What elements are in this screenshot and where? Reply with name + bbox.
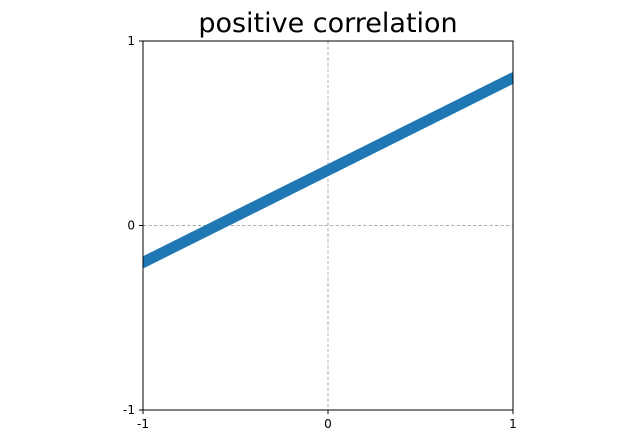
grid-lines — [143, 41, 513, 410]
plot-area: -1 0 1 -1 0 1 — [123, 34, 517, 431]
axis-ticks: -1 0 1 -1 0 1 — [123, 34, 517, 431]
y-tick-label: -1 — [123, 403, 135, 417]
x-tick-label: -1 — [137, 417, 149, 431]
chart-title: positive correlation — [198, 8, 457, 39]
x-tick-label: 1 — [509, 417, 517, 431]
y-tick-label: 0 — [127, 219, 135, 233]
x-tick-label: 0 — [324, 417, 332, 431]
data-series — [143, 72, 513, 268]
series-line-0 — [143, 72, 513, 268]
y-tick-label: 1 — [127, 34, 135, 48]
